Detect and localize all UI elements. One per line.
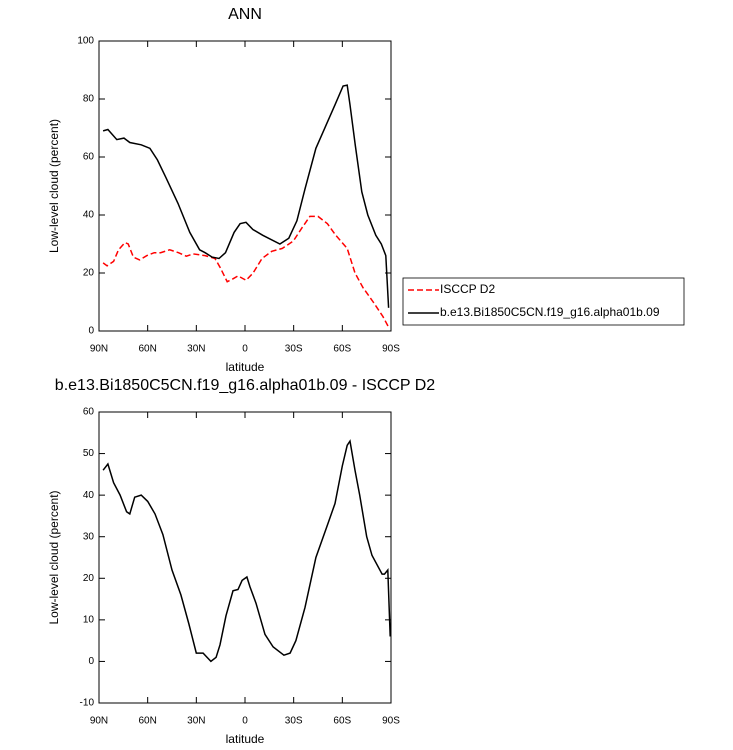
x-tick-label: 0 [242,344,248,355]
data-line [102,215,390,329]
legend-label: ISCCP D2 [440,282,495,296]
y-tick-label: 80 [83,94,95,105]
y-axis-label: Low-level cloud (percent) [47,490,61,624]
legend-box [402,277,685,326]
chart-title: ANN [228,6,262,23]
x-tick-label: 90N [90,344,108,355]
y-tick-label: 0 [88,326,94,337]
y-tick-label: 30 [83,531,95,542]
y-tick-label: 60 [83,407,95,418]
y-tick-label: 60 [83,152,95,163]
data-line [102,439,391,663]
x-tick-label: 30S [285,344,303,355]
x-axis-label: latitude [226,360,265,374]
x-tick-label: 30S [285,716,303,727]
legend-label: b.e13.Bi1850C5CN.f19_g16.alpha01b.09 [440,305,660,319]
x-tick-label: 90S [382,716,400,727]
data-line [102,84,390,308]
y-axis-label: Low-level cloud (percent) [47,119,61,253]
x-tick-label: 60N [138,716,156,727]
plot-frame [98,40,392,332]
y-tick-label: 50 [83,448,95,459]
x-tick-label: 90S [382,344,400,355]
y-tick-label: 40 [83,490,95,501]
y-tick-label: 100 [77,36,94,47]
x-tick-label: 0 [242,716,248,727]
x-axis-label: latitude [226,732,265,746]
chart-title: b.e13.Bi1850C5CN.f19_g16.alpha01b.09 - I… [55,377,436,394]
x-tick-label: 60N [138,344,156,355]
y-tick-label: 40 [83,210,95,221]
y-tick-label: 20 [83,573,95,584]
x-tick-label: 90N [90,716,108,727]
y-tick-label: 0 [88,656,94,667]
y-tick-label: -10 [80,698,95,709]
x-tick-label: 60S [333,716,351,727]
x-tick-label: 30N [187,344,205,355]
plot-frame [98,411,392,704]
x-tick-label: 30N [187,716,205,727]
y-tick-label: 10 [83,614,95,625]
y-tick-label: 20 [83,268,95,279]
x-tick-label: 60S [333,344,351,355]
